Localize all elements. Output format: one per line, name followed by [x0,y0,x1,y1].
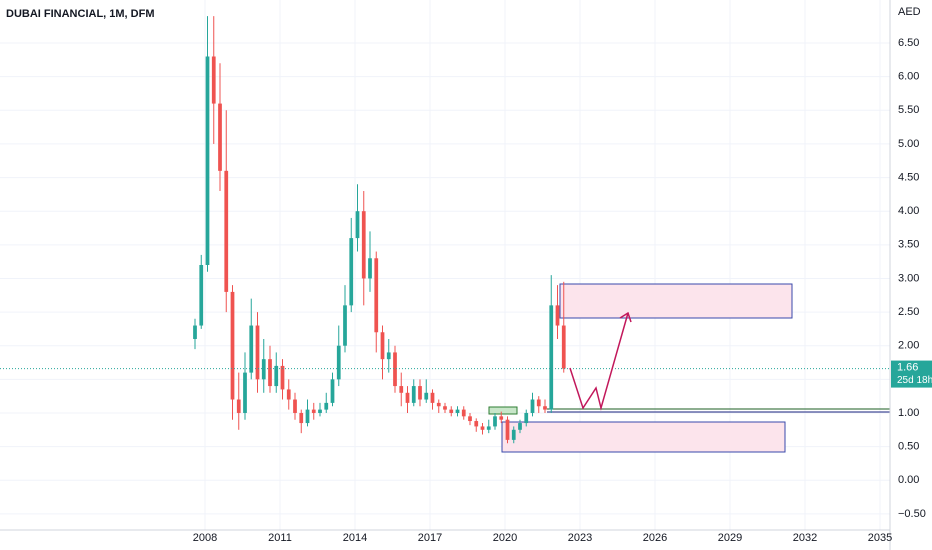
candle-body [443,406,447,410]
y-tick-label: 6.50 [898,37,919,49]
supply-zone [559,283,793,319]
candle-body [430,392,435,403]
candle-body [461,409,466,417]
candle-body [293,399,297,413]
y-tick-label: 5.00 [898,138,919,150]
candle-body [411,386,416,403]
x-tick-label: 2032 [793,532,817,544]
candle-body [286,389,291,400]
candle-body [468,416,472,422]
candle-body [536,399,541,407]
candle-body [274,365,279,387]
x-tick-label: 2029 [718,532,742,544]
candle-body [386,352,391,360]
candle-body [243,372,247,413]
x-tick-label: 2020 [493,532,517,544]
candle-body [543,406,547,410]
candle-body [305,409,310,424]
candle-body [361,211,366,279]
candle-body [374,258,379,333]
candle-body [236,399,241,413]
y-tick-label: 1.00 [898,407,919,419]
candle-body [299,412,304,424]
x-tick-label: 2011 [268,532,292,544]
candle-body [555,305,560,326]
candle-body [330,379,335,403]
candle-body [324,402,329,410]
axes: −0.500.000.501.001.502.002.503.003.504.0… [193,37,932,544]
y-tick-label: 4.50 [898,171,919,183]
y-unit: AED [898,6,921,18]
candle-body [205,56,210,265]
y-tick-label: 3.50 [898,239,919,251]
candle-body [524,412,529,424]
x-tick-label: 2023 [568,532,592,544]
y-tick-label: 4.00 [898,205,919,217]
candle-body [249,325,254,373]
candle-body [355,211,360,239]
candle-body [393,352,397,387]
candle-body [505,419,510,440]
candle-body [336,345,341,380]
candle-body [261,359,266,380]
y-tick-label: 6.00 [898,71,919,83]
candle-body [268,359,272,387]
candle-body [511,429,516,440]
x-tick-label: 2017 [418,532,442,544]
candle-body [368,258,372,279]
candle-body [343,305,347,346]
candle-body [349,238,354,306]
y-tick-label: 5.50 [898,104,919,116]
candle-body [405,392,410,403]
y-tick-label: 2.00 [898,340,919,352]
candle-body [474,421,479,427]
candle-body [424,392,429,400]
candle-body [549,305,554,410]
price-badge [891,360,932,388]
x-tick-label: 2008 [193,532,217,544]
countdown-label: 25d 18h [897,375,932,386]
candle-body [318,409,322,413]
candle-body [399,386,404,393]
candle-body [230,291,235,400]
candle-body [499,416,504,420]
projection-arrow [569,312,629,411]
candle-body [455,409,460,413]
candle-body [480,426,485,430]
candle-body [255,325,260,380]
candles [0,16,890,444]
candle-body [449,409,454,413]
candle-body [224,170,229,292]
price-label: 1.66 [897,361,918,373]
breakout-box [488,406,518,415]
arrow-head [619,311,632,323]
candle-body [199,265,204,326]
x-tick-label: 2026 [643,532,667,544]
y-tick-label: −0.50 [898,508,926,520]
demand-zone [501,421,786,453]
y-tick-label: 3.00 [898,272,919,284]
candle-body [311,409,316,413]
x-tick-label: 2035 [868,532,892,544]
y-tick-label: 2.50 [898,306,919,318]
candle-body [493,416,497,427]
chart-title: DUBAI FINANCIAL, 1M, DFM [6,8,155,20]
y-tick-label: 0.50 [898,441,919,453]
candle-body [280,365,285,390]
x-tick-label: 2014 [343,532,367,544]
candle-body [530,399,535,413]
candle-body [380,332,385,360]
candle-body [486,426,491,430]
candle-body [218,103,222,171]
candle-body [436,402,441,407]
candle-body [418,386,422,400]
candle-body [561,325,566,369]
y-tick-label: 0.00 [898,474,919,486]
candle-body [211,56,216,104]
candle-body [193,325,197,339]
candle-body [518,423,522,430]
